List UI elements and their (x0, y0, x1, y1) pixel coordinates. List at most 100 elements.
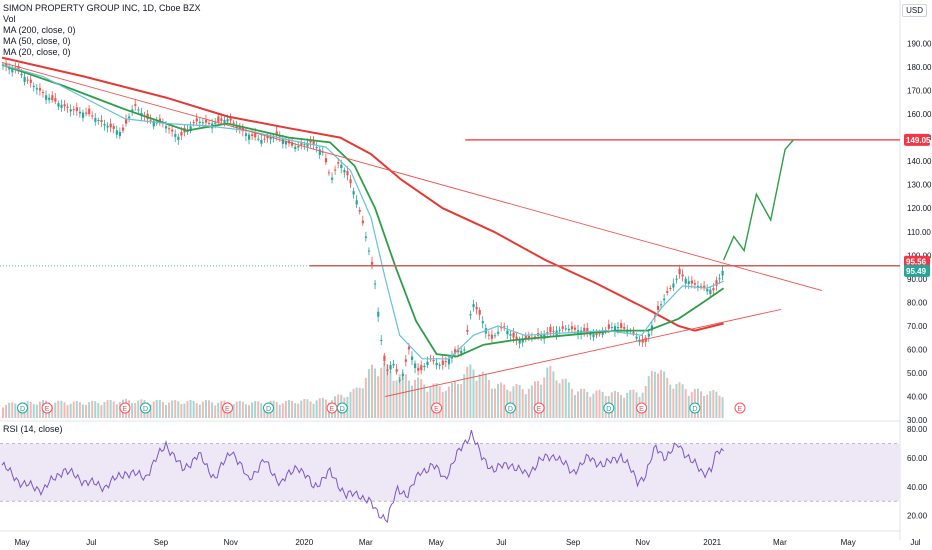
candle-body (647, 333, 650, 337)
candle-body (506, 330, 509, 335)
currency-badge[interactable]: USD (902, 4, 927, 17)
price-tick-label: 30.00 (907, 416, 928, 425)
candle-body (260, 140, 263, 144)
volume-bar (518, 384, 521, 418)
volume-bar (263, 405, 266, 418)
candle-body (303, 144, 306, 146)
volume-bar (426, 391, 429, 418)
volume-bar (118, 402, 121, 418)
volume-bar (91, 400, 94, 418)
price-label: 149.05 (906, 136, 931, 145)
price-tick-label: 90.00 (907, 275, 928, 284)
dividend-marker[interactable] (603, 402, 615, 414)
rsi-label[interactable]: RSI (14, close) (3, 424, 63, 434)
earnings-marker[interactable] (222, 402, 233, 414)
earnings-marker[interactable] (533, 402, 545, 414)
rsi-line (1, 429, 724, 523)
candle-body (251, 134, 254, 137)
volume-bar (653, 371, 656, 418)
candle-body (106, 125, 109, 128)
candle-body (407, 346, 411, 350)
descending-trendline[interactable] (1, 61, 823, 292)
volume-bar (211, 402, 214, 418)
volume-bar (503, 384, 506, 418)
projection-path[interactable] (722, 139, 794, 261)
candle-body (607, 324, 610, 329)
volume-bar (17, 405, 20, 418)
ascending-trendline[interactable] (385, 308, 782, 397)
volume-bar (494, 388, 496, 418)
candle-body (690, 280, 693, 284)
volume-bar (552, 371, 555, 418)
candle-body (17, 66, 20, 72)
volume-bar (478, 374, 481, 418)
time-tick-label: May (841, 538, 856, 547)
volume-bar (687, 395, 690, 418)
candle-body (706, 288, 709, 292)
volume-bar (395, 380, 398, 418)
legend-ma200[interactable]: MA (200, close, 0) (3, 25, 76, 35)
candle-body (693, 283, 697, 285)
earnings-marker[interactable] (431, 402, 443, 414)
volume-bar (537, 381, 540, 418)
volume-bar (294, 403, 297, 418)
volume-bar (546, 367, 549, 418)
candle-body (51, 95, 54, 100)
candle-body (324, 158, 328, 163)
candle-body (204, 119, 208, 123)
volume-bar (312, 403, 315, 418)
volume-bar (512, 386, 515, 418)
dividend-marker[interactable] (17, 402, 28, 414)
volume-bar (660, 369, 663, 418)
earnings-marker[interactable] (41, 402, 53, 414)
candle-body (177, 136, 180, 140)
volume-bar (300, 400, 303, 418)
dividend-marker[interactable] (504, 402, 516, 414)
ma200-line (1, 56, 724, 332)
legend-volume[interactable]: Vol (3, 14, 16, 24)
volume-bar (78, 402, 81, 418)
candle-body (518, 339, 521, 344)
volume-bar (718, 395, 721, 418)
candle-body (570, 326, 574, 330)
volume-bar (186, 401, 189, 418)
volume-bar (656, 373, 659, 418)
candle-body (666, 291, 669, 293)
rsi-tick-label: 20.00 (907, 512, 928, 521)
volume-bar (85, 404, 88, 418)
volume-bar (238, 400, 241, 418)
volume-bar (358, 387, 361, 418)
volume-bar (315, 400, 318, 418)
volume-bar (355, 387, 358, 418)
volume-bar (524, 394, 527, 418)
candle-body (567, 328, 570, 331)
dividend-marker[interactable] (263, 402, 274, 414)
volume-bar (647, 376, 650, 418)
candle-body (29, 79, 32, 83)
volume-bar (487, 380, 490, 418)
candle-body (220, 118, 223, 121)
earnings-marker[interactable] (734, 402, 746, 414)
volume-bar (214, 405, 217, 418)
candle-body (174, 134, 177, 137)
volume-bar (386, 364, 389, 418)
legend-ma20[interactable]: MA (20, close, 0) (3, 47, 71, 57)
candle-body (26, 79, 29, 81)
candle-body (112, 126, 115, 129)
volume-bar (475, 380, 478, 418)
candle-body (681, 274, 684, 277)
candle-body (595, 333, 598, 335)
dividend-marker[interactable] (689, 402, 701, 414)
earnings-marker[interactable] (119, 402, 131, 414)
legend-symbol[interactable]: SIMON PROPERTY GROUP INC, 1D, Cboe BZX (3, 3, 201, 13)
time-tick-label: Mar (773, 538, 787, 547)
volume-bar (696, 388, 699, 418)
volume-bar (481, 371, 484, 418)
legend-ma50[interactable]: MA (50, close, 0) (3, 36, 71, 46)
earnings-marker[interactable] (636, 402, 648, 414)
dividend-marker[interactable] (140, 402, 151, 414)
volume-bar (598, 389, 601, 418)
volume-bar (650, 370, 653, 418)
dividend-marker[interactable] (336, 402, 348, 414)
